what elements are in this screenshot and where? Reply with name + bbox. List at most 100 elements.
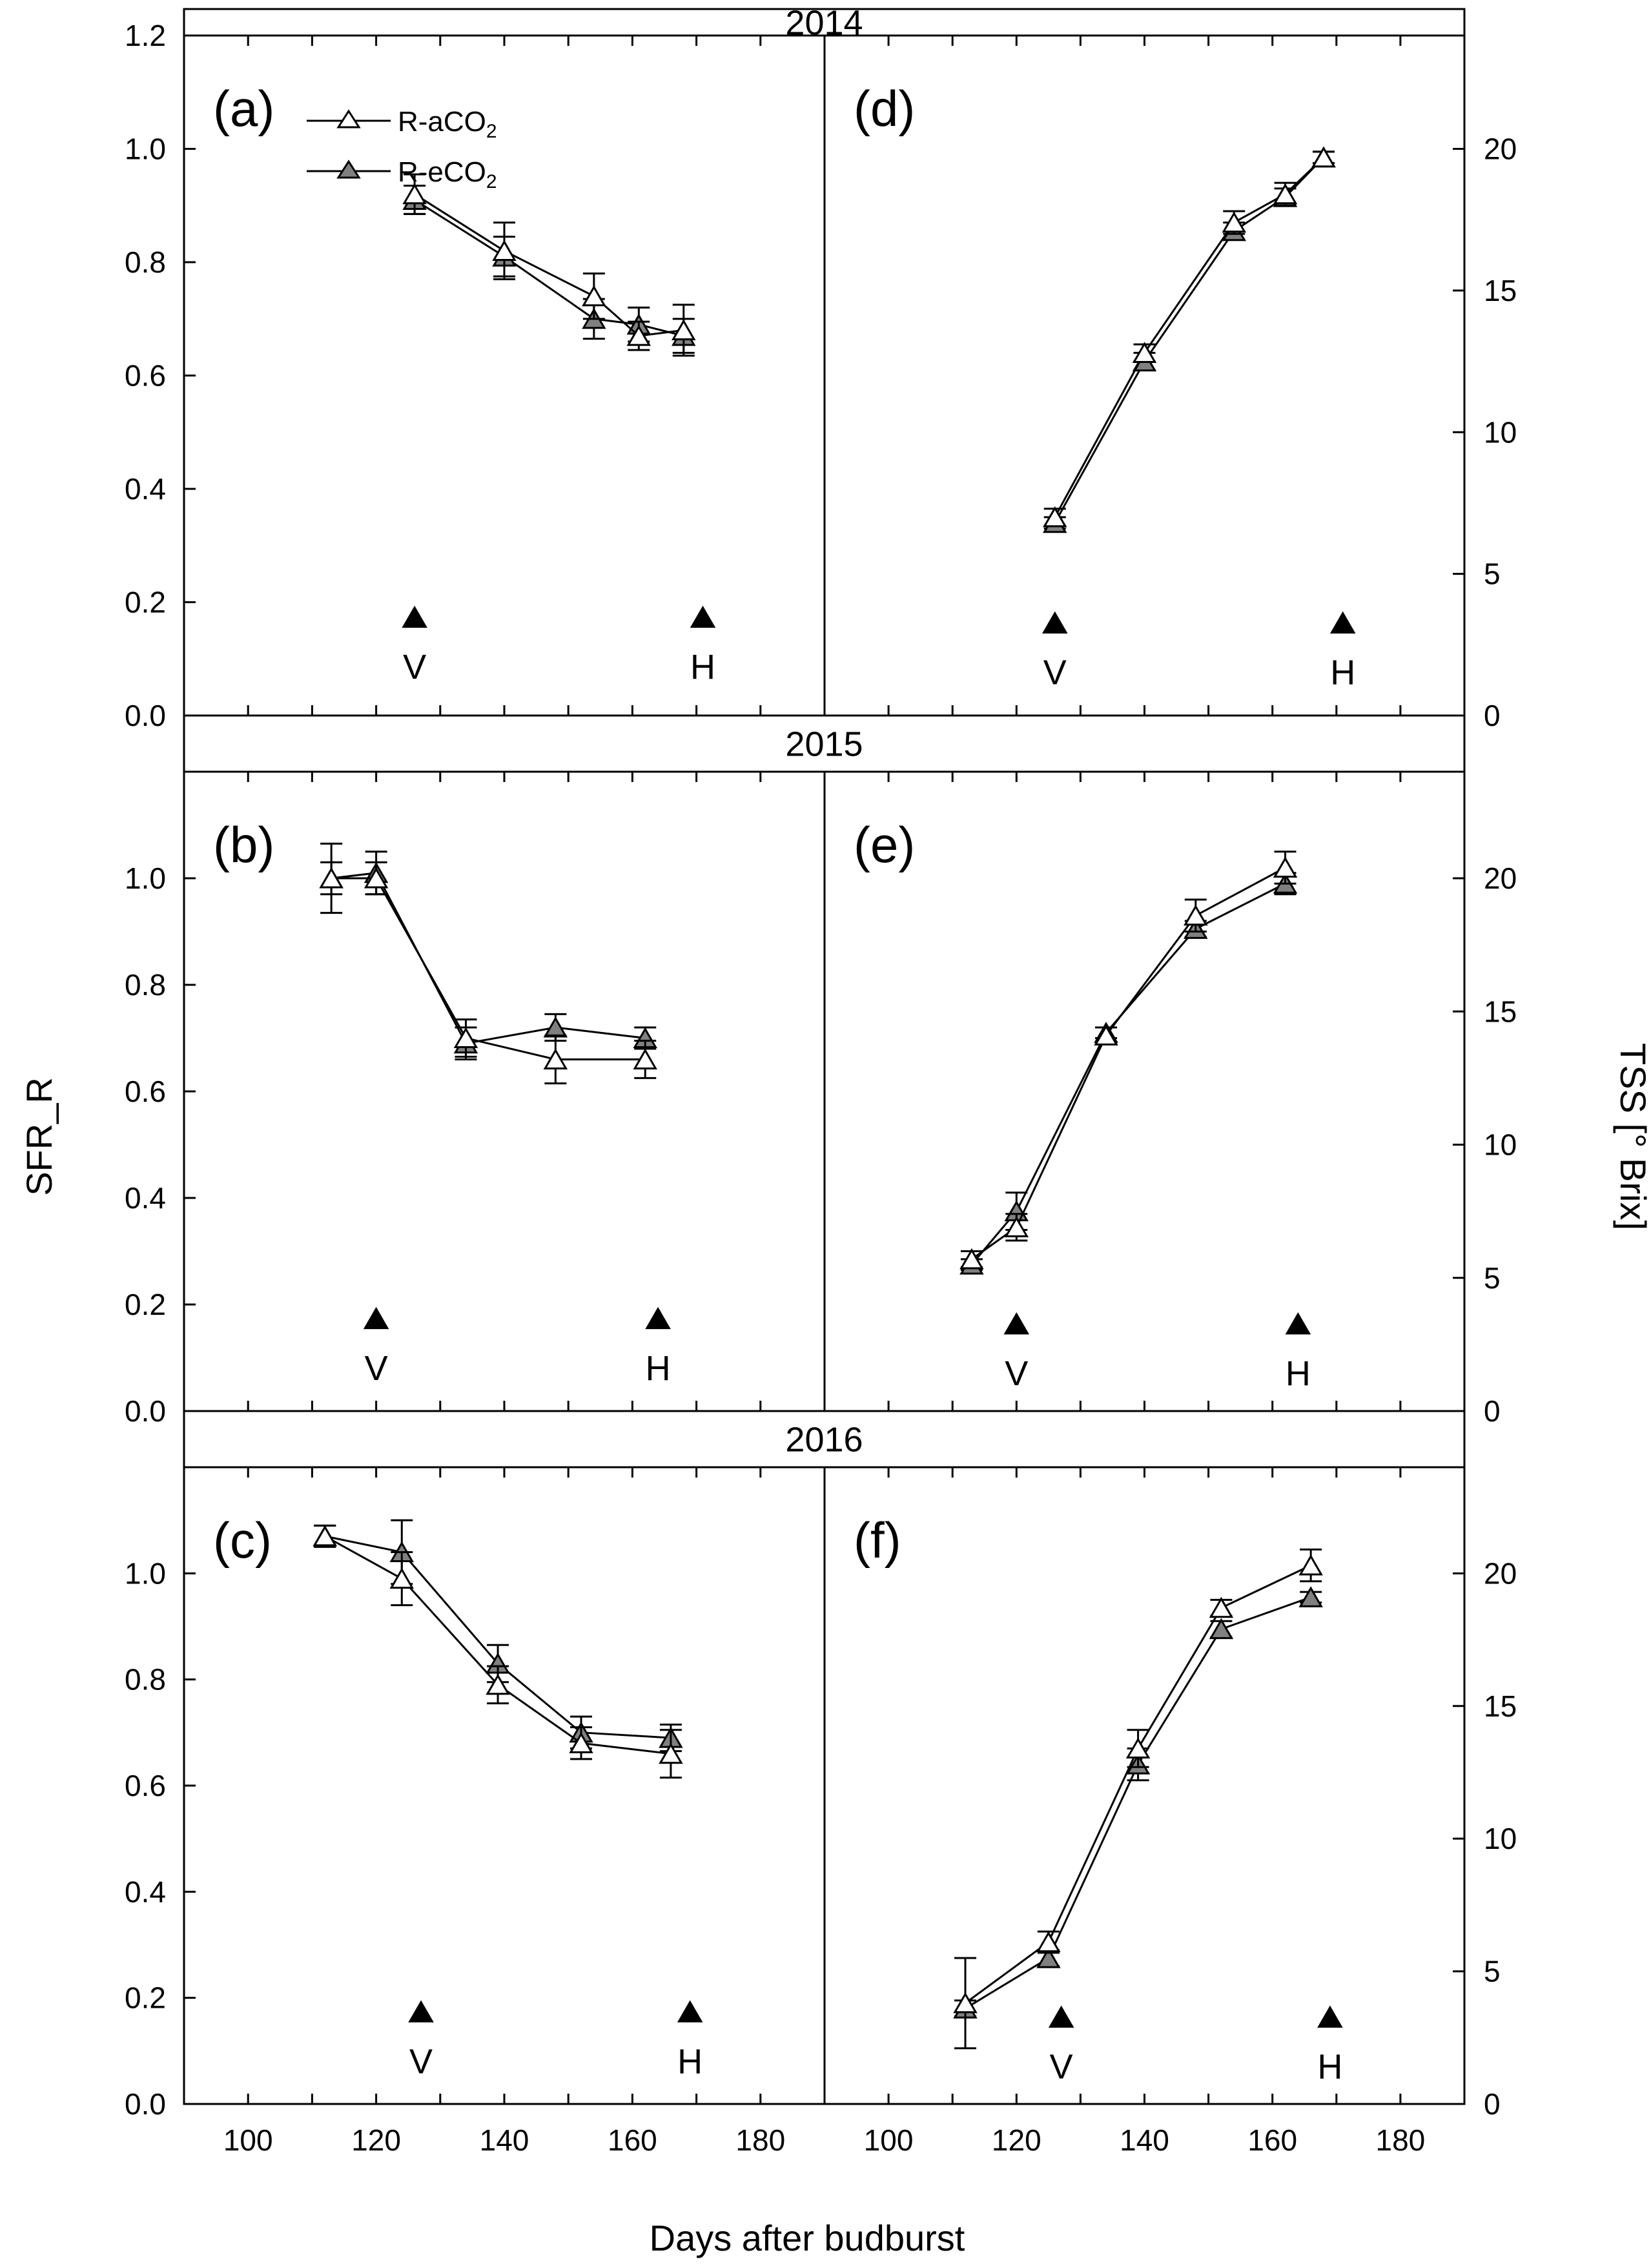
panel-f-xtick-label: 180 — [1376, 2123, 1426, 2157]
legend-item-aco2: R-aCO2 — [307, 106, 497, 142]
panel-f-xtick-label: 120 — [992, 2123, 1041, 2157]
panel-b-ytick-label: 0.6 — [125, 1075, 166, 1108]
panel-d-label: (d) — [854, 80, 915, 137]
panel-c-xtick-label: 120 — [351, 2123, 401, 2157]
panel-b-ytick-label: 1.0 — [125, 861, 166, 895]
panel-d-ytick-label: 5 — [1484, 557, 1501, 591]
panel-b-aco2-point — [633, 1048, 657, 1070]
panel-c-xtick-label: 100 — [223, 2123, 273, 2157]
panel-f-aco2-point — [953, 1992, 978, 2014]
panel-b-ytick-label: 0.0 — [125, 1394, 166, 1428]
panel-b-veraison-label: V — [365, 1349, 388, 1388]
panel-e-aco2-point — [959, 1248, 984, 1270]
legend-label-aco2: R-aCO2 — [398, 106, 497, 142]
panel-a-ytick-label: 1.2 — [125, 19, 166, 52]
panel-b-aco2-point — [453, 1027, 478, 1049]
panel-c-xtick-label: 140 — [480, 2123, 529, 2157]
legend-label-eco2: R-eCO2 — [398, 156, 497, 192]
panel-c-xtick-label: 180 — [735, 2123, 785, 2157]
panel-d-aco2-point — [1043, 506, 1067, 528]
panel-c-aco2-point — [569, 1732, 593, 1753]
panel-c-ytick-label: 0.0 — [125, 2087, 166, 2121]
panel-e-ytick-label: 20 — [1484, 861, 1517, 895]
panel-a: (a) V H — [213, 80, 716, 686]
panel-a-harvest-marker — [690, 605, 716, 628]
panel-c-ytick-label: 0.4 — [125, 1875, 166, 1908]
panel-f-harvest-marker — [1317, 2005, 1343, 2028]
panel-d-ytick-label: 20 — [1484, 132, 1517, 166]
panel-d-aco2-point — [1222, 211, 1246, 233]
panel-a-aco2-point — [402, 183, 427, 205]
panel-b-aco2-point — [543, 1048, 568, 1070]
panel-d-harvest-label: H — [1330, 654, 1355, 692]
panel-a-ytick-label: 0.8 — [125, 245, 166, 279]
panel-c-aco2-point — [389, 1567, 415, 1589]
panel-e-ytick-label: 10 — [1484, 1128, 1517, 1162]
legend-label-aco2-sub: 2 — [486, 121, 497, 142]
panel-f-ytick-label: 0 — [1484, 2087, 1501, 2121]
panel-f-ytick-label: 5 — [1484, 1955, 1501, 1988]
panel-d-veraison-marker — [1041, 611, 1068, 634]
panel-d: (d) V H — [854, 80, 1356, 692]
panel-c-ytick-label: 0.2 — [125, 1981, 166, 2015]
panel-e-ytick-label: 0 — [1484, 1394, 1501, 1428]
panel-f-aco2-point — [1125, 1737, 1151, 1759]
panel-b-aco2-point — [364, 867, 389, 889]
panel-e-ytick-label: 5 — [1484, 1261, 1501, 1295]
legend: R-aCO2 R-eCO2 — [307, 106, 497, 192]
panel-d-ytick-label: 10 — [1484, 415, 1517, 449]
panel-f-label: (f) — [854, 1512, 901, 1569]
legend-marker-aco2 — [336, 109, 361, 129]
panel-a-harvest-label: H — [690, 648, 715, 686]
panel-a-label: (a) — [213, 80, 274, 137]
panel-c-ytick-label: 0.8 — [125, 1663, 166, 1696]
panel-f-eco2-point — [1298, 1586, 1323, 1607]
panel-c-veraison-label: V — [409, 2042, 433, 2081]
panel-e-aco2-point — [1004, 1216, 1029, 1237]
legend-item-eco2: R-eCO2 — [307, 156, 497, 192]
legend-marker-eco2 — [336, 160, 361, 179]
legend-label-eco2-sub: 2 — [486, 171, 497, 192]
panel-e-aco2-line — [971, 867, 1286, 1261]
panel-b-label: (b) — [213, 816, 274, 873]
panel-b-harvest-marker — [645, 1306, 671, 1330]
y-axis-title-left: SFR_R — [19, 1077, 59, 1196]
panel-f-ytick-label: 20 — [1484, 1556, 1517, 1590]
panel-e-aco2-point — [1094, 1024, 1118, 1046]
panel-d-ytick-label: 15 — [1484, 274, 1517, 307]
panel-d-aco2-point — [1273, 183, 1298, 205]
panel-e-harvest-label: H — [1286, 1354, 1311, 1393]
panel-a-aco2-line — [414, 193, 684, 337]
panel-c: (c) V H — [213, 1512, 703, 2081]
panel-a-ytick-label: 1.0 — [125, 132, 166, 166]
panel-c-xtick-label: 160 — [608, 2123, 657, 2157]
panel-c-veraison-marker — [408, 2000, 434, 2023]
panel-e-label: (e) — [854, 816, 915, 873]
panel-e-harvest-marker — [1285, 1312, 1311, 1335]
panel-b: (b) V H — [213, 816, 671, 1388]
panel-f-eco2-point — [1209, 1618, 1234, 1640]
panel-c-ytick-label: 0.6 — [125, 1769, 166, 1802]
panel-d-aco2-line — [1054, 156, 1325, 518]
panel-a-aco2-point — [626, 325, 651, 346]
panel-a-ytick-label: 0.6 — [125, 359, 166, 393]
panel-d-veraison-label: V — [1043, 654, 1067, 692]
panel-d-harvest-marker — [1329, 611, 1356, 634]
panel-a-veraison-marker — [402, 605, 427, 628]
strip-label-year-2016: 2016 — [785, 1421, 863, 1459]
panel-e-aco2-point — [1184, 904, 1208, 926]
panel-b-ytick-label: 0.4 — [125, 1181, 166, 1215]
panel-c-harvest-marker — [677, 2000, 703, 2023]
panel-f-xtick-label: 160 — [1247, 2123, 1297, 2157]
panel-c-label: (c) — [213, 1512, 272, 1569]
panel-f-aco2-point — [1036, 1931, 1061, 1952]
panel-f-aco2-point — [1209, 1596, 1234, 1618]
panel-a-aco2-point — [582, 285, 606, 307]
panel-c-ytick-label: 1.0 — [125, 1556, 166, 1590]
panel-f-veraison-marker — [1048, 2005, 1074, 2028]
panel-e-veraison-marker — [1003, 1312, 1030, 1335]
panel-c-eco2-line — [324, 1535, 672, 1739]
panel-a-veraison-label: V — [403, 648, 426, 686]
panel-c-aco2-point — [313, 1525, 337, 1547]
